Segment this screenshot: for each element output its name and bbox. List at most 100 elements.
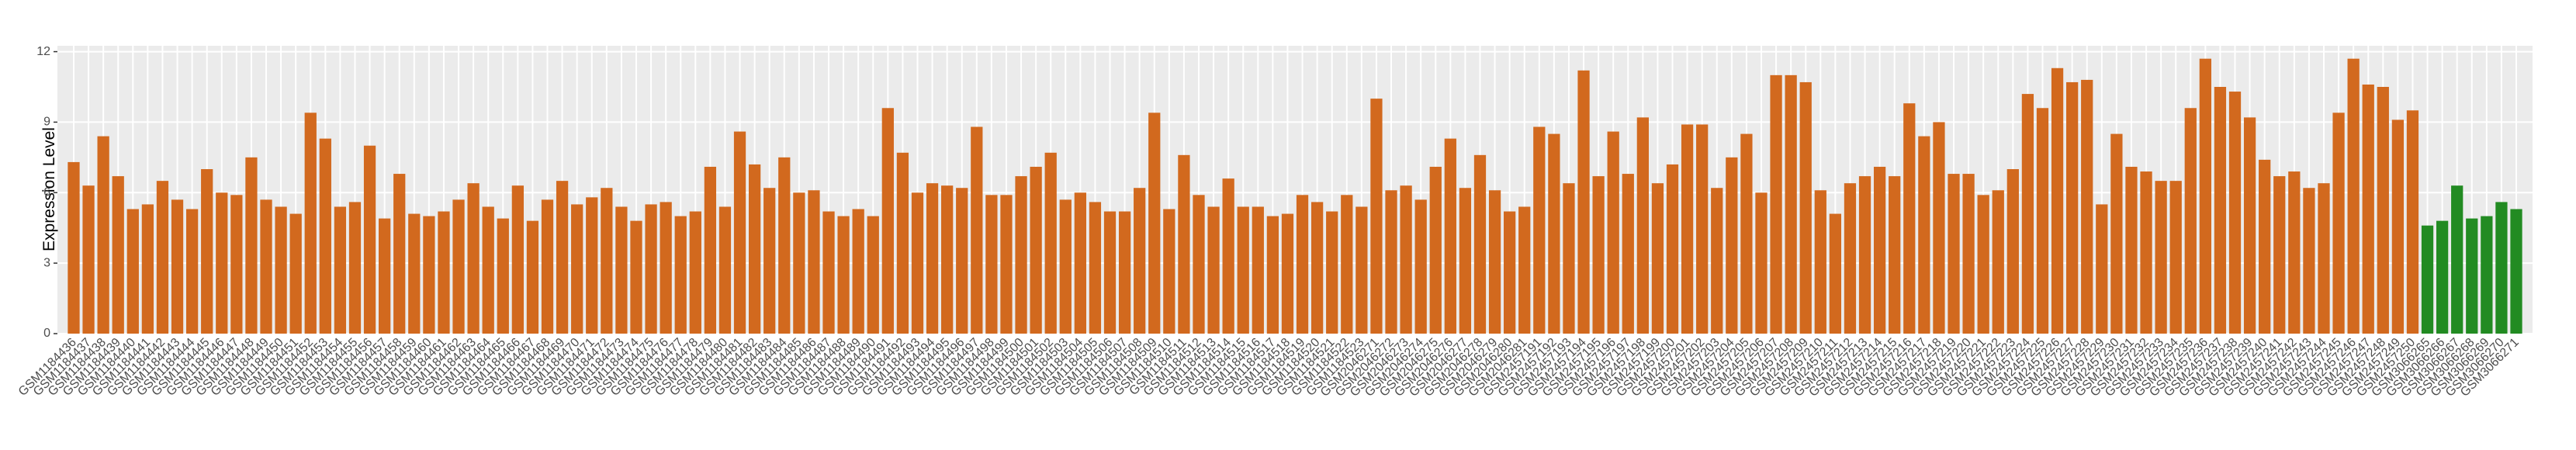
bar — [718, 206, 732, 334]
bar — [1444, 138, 1456, 334]
bar — [156, 181, 169, 334]
bar — [1118, 211, 1131, 334]
bar — [2051, 68, 2064, 334]
bar — [2481, 216, 2493, 334]
bar — [1207, 206, 1220, 334]
bar — [748, 164, 761, 334]
bar — [926, 183, 939, 334]
bar — [1962, 174, 1975, 334]
bar — [452, 199, 465, 334]
bar — [1889, 176, 1901, 334]
bar — [1134, 188, 1146, 334]
bar — [423, 216, 435, 334]
bar — [408, 213, 421, 334]
bar — [2391, 119, 2405, 334]
bar — [2021, 94, 2034, 334]
bar — [1459, 188, 1472, 334]
bar — [1903, 103, 1916, 334]
bar — [1992, 190, 2004, 334]
bar — [1829, 213, 1842, 334]
bar — [216, 192, 228, 334]
bar — [2155, 181, 2167, 334]
y-tick-label: 12 — [36, 45, 50, 58]
bar — [1488, 190, 1501, 334]
bar — [1163, 209, 1175, 334]
bar — [1563, 183, 1575, 334]
bar — [808, 190, 820, 334]
bar — [171, 199, 184, 334]
bar — [1222, 178, 1234, 334]
bar — [2377, 87, 2389, 334]
bar — [867, 216, 879, 334]
bar — [2243, 117, 2256, 334]
bar — [1044, 152, 1057, 334]
bar — [2436, 220, 2449, 334]
bar — [275, 206, 287, 334]
bar — [2332, 112, 2345, 334]
bar — [393, 174, 406, 334]
bar — [852, 209, 864, 334]
bar — [245, 157, 258, 334]
bar — [1740, 133, 1753, 334]
bar — [941, 185, 954, 334]
bar — [1356, 206, 1368, 334]
bar — [497, 218, 509, 334]
bar — [1237, 206, 1249, 334]
bar — [1814, 190, 1826, 334]
bar — [541, 199, 554, 334]
bar — [1666, 164, 1679, 334]
bar — [201, 169, 213, 334]
bar — [881, 108, 894, 334]
bar — [971, 126, 983, 334]
bar — [97, 136, 109, 334]
bar — [630, 220, 642, 334]
bar — [141, 204, 154, 334]
bar — [1726, 157, 1738, 334]
bar — [1252, 206, 1264, 334]
bar — [571, 204, 583, 334]
bar — [1000, 195, 1013, 334]
bar — [2140, 171, 2152, 334]
bar — [1607, 131, 1619, 334]
bar — [689, 211, 701, 334]
bar — [1059, 199, 1072, 334]
bar — [911, 192, 924, 334]
bar — [1711, 188, 1723, 334]
bar — [1193, 195, 1205, 334]
bar — [2066, 81, 2079, 334]
bar — [1548, 133, 1560, 334]
y-tick-label: 3 — [43, 256, 50, 269]
bar — [1074, 192, 1086, 334]
bar — [363, 145, 376, 334]
bar — [2214, 87, 2227, 334]
bar — [1311, 202, 1324, 334]
bar — [615, 206, 628, 334]
bar — [2169, 181, 2182, 334]
bar — [304, 112, 317, 334]
bar — [1281, 213, 1294, 334]
bar — [2421, 225, 2434, 334]
bar — [289, 213, 302, 334]
bar — [1858, 176, 1871, 334]
bar — [2036, 108, 2049, 334]
bar — [82, 185, 95, 334]
bar — [334, 206, 347, 334]
bar — [319, 138, 331, 334]
bar — [2406, 110, 2419, 334]
bar — [2110, 133, 2123, 334]
bar — [1696, 124, 1709, 334]
bar — [956, 188, 968, 334]
bar — [586, 197, 598, 334]
bar — [793, 192, 805, 334]
bar — [896, 152, 909, 334]
bar — [1799, 81, 1812, 334]
bar — [1533, 126, 1546, 334]
bar — [2362, 84, 2374, 334]
bar — [526, 220, 539, 334]
bar — [2184, 108, 2197, 334]
bar — [1770, 74, 1782, 334]
bar — [674, 216, 687, 334]
bar — [1370, 99, 1383, 334]
bar — [2096, 204, 2108, 334]
bar — [1622, 174, 1634, 334]
